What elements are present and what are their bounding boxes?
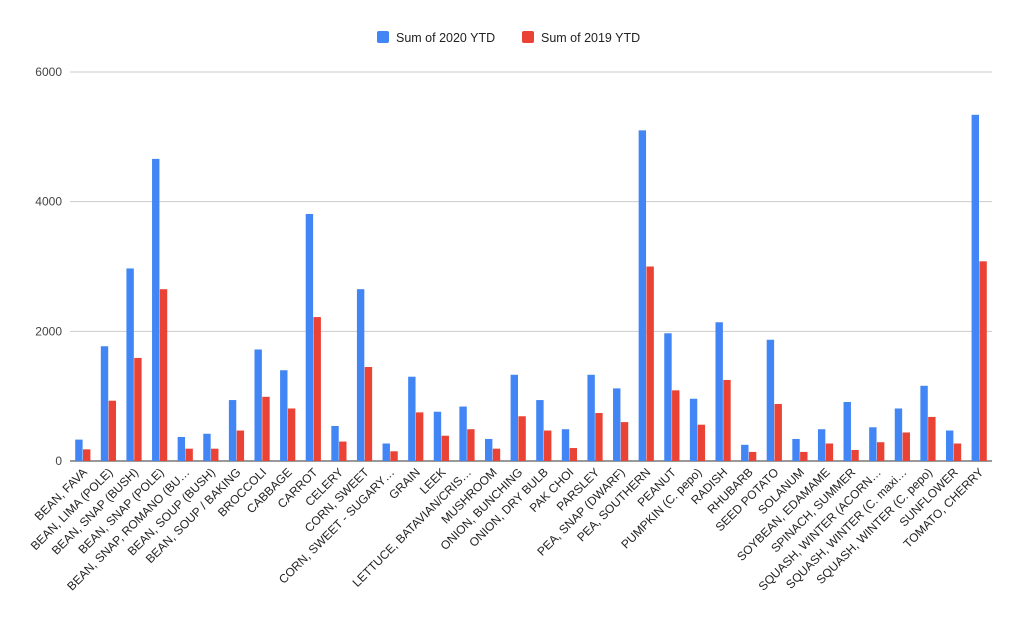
bar [569,448,578,461]
bar [211,448,219,461]
bar [313,317,321,461]
bar [254,349,262,461]
bar [587,374,595,461]
bar [100,346,109,461]
bar [126,268,134,461]
bars [75,114,987,462]
bar [902,432,910,461]
bar [595,413,603,461]
bar [510,374,518,461]
bar [83,449,91,461]
bar [544,430,552,461]
legend-swatch [522,31,534,43]
bar [697,424,706,461]
bar [664,333,672,461]
bar [672,390,680,461]
bar [928,416,936,461]
bar [876,442,885,461]
y-tick-label: 4000 [35,195,62,209]
legend-swatch [377,31,389,43]
bar [945,430,954,461]
bar [953,443,962,461]
y-axis: 0 2000 4000 6000 [35,65,62,468]
bar [774,403,782,461]
bar [236,430,245,461]
bar [185,448,193,461]
bar [441,435,449,461]
bar [638,130,647,461]
bar [817,429,826,461]
bar [561,429,570,461]
bar [364,366,373,461]
y-tick-label: 6000 [35,65,62,79]
bar [280,370,288,461]
bar [979,261,987,461]
bar [492,448,501,461]
bar [920,385,928,461]
bar [339,441,347,461]
bar [843,402,851,461]
y-tick-label: 2000 [35,324,62,338]
bar [390,451,398,461]
bar [159,289,168,461]
bar [869,427,877,461]
bar [177,437,186,461]
bar [792,438,800,461]
bar [408,376,416,461]
bar [382,443,390,461]
bar [851,449,859,461]
legend-item[interactable]: Sum of 2019 YTD [522,31,640,45]
bar [620,422,629,461]
bar [459,406,467,461]
bar [305,213,314,461]
bar [152,158,160,462]
bar [415,412,424,461]
bar [433,411,442,461]
bar [723,379,731,461]
bar [715,322,723,461]
bar [825,443,834,461]
bar [613,388,621,461]
bar [331,425,339,461]
bar [766,339,775,461]
legend[interactable]: Sum of 2020 YTD Sum of 2019 YTD [377,31,640,45]
bar [203,433,211,461]
bar [518,416,526,461]
bar [134,357,142,461]
bar [748,451,757,461]
legend-label: Sum of 2020 YTD [396,31,495,45]
bar [228,400,237,461]
y-tick-label: 0 [55,454,62,468]
bar [287,408,296,461]
bar [689,398,698,461]
bar [108,400,117,461]
bar [262,396,270,461]
bar [646,266,654,461]
bar [971,114,979,461]
bar [467,429,475,461]
bar [894,408,903,461]
bar [800,451,808,461]
bar [75,439,83,461]
legend-label: Sum of 2019 YTD [541,31,640,45]
bar [741,444,749,461]
bar [484,438,493,461]
legend-item[interactable]: Sum of 2020 YTD [377,31,495,45]
bar [356,289,365,461]
gridlines [70,71,992,462]
bar [536,400,544,461]
